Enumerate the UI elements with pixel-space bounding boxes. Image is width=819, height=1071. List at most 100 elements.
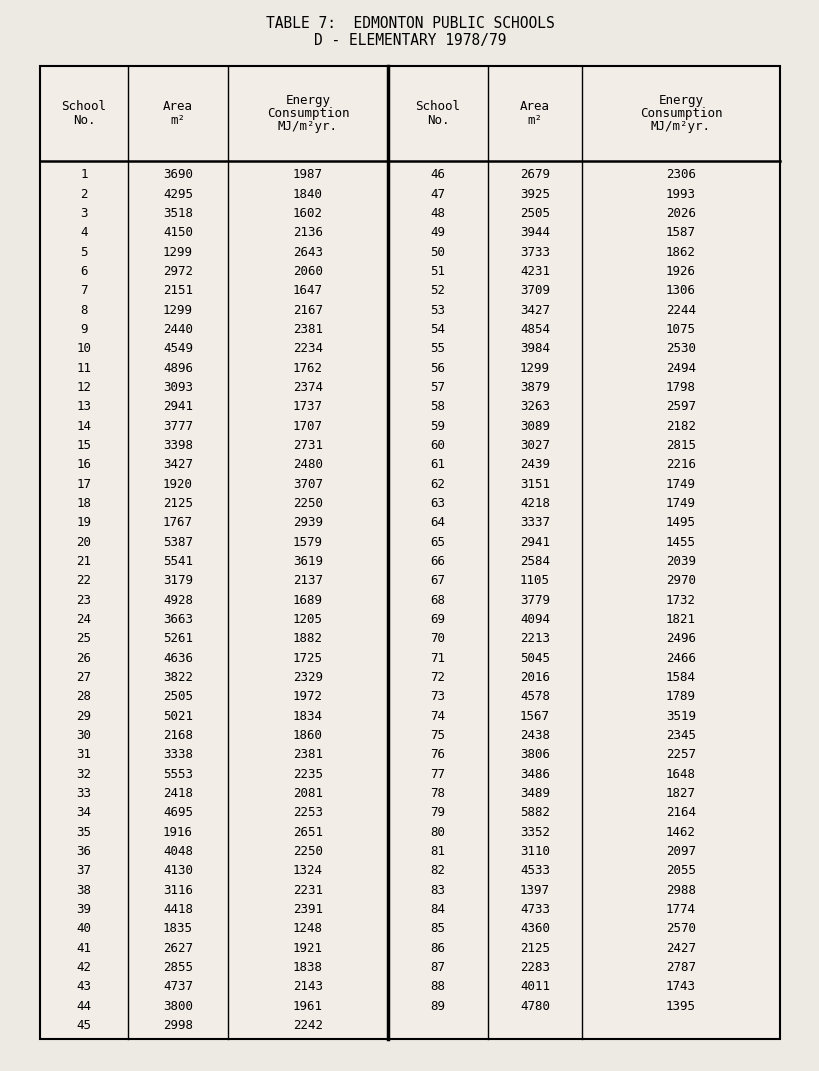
Text: 3879: 3879 [519, 381, 550, 394]
Text: 1921: 1921 [292, 941, 323, 954]
Text: 4011: 4011 [519, 980, 550, 993]
Text: Consumption: Consumption [266, 107, 349, 120]
Text: 27: 27 [76, 670, 92, 683]
Text: MJ/m²yr.: MJ/m²yr. [650, 120, 710, 133]
Text: 1916: 1916 [163, 826, 192, 839]
Text: 3338: 3338 [163, 749, 192, 761]
Text: 1299: 1299 [163, 245, 192, 258]
Text: 75: 75 [430, 729, 445, 742]
Text: 3110: 3110 [519, 845, 550, 858]
Text: 1882: 1882 [292, 632, 323, 645]
Text: 65: 65 [430, 536, 445, 548]
Text: 2039: 2039 [665, 555, 695, 568]
Text: 45: 45 [76, 1019, 92, 1031]
Text: 5387: 5387 [163, 536, 192, 548]
Text: 2939: 2939 [292, 516, 323, 529]
Text: 2231: 2231 [292, 884, 323, 896]
Text: 2242: 2242 [292, 1019, 323, 1031]
Text: 1584: 1584 [665, 670, 695, 683]
Text: 1835: 1835 [163, 922, 192, 935]
Text: 2016: 2016 [519, 670, 550, 683]
Text: 39: 39 [76, 903, 92, 916]
Text: 2494: 2494 [665, 362, 695, 375]
Text: 3984: 3984 [519, 342, 550, 356]
Text: 41: 41 [76, 941, 92, 954]
Text: 3: 3 [80, 207, 88, 220]
Text: 2787: 2787 [665, 961, 695, 974]
Text: 4048: 4048 [163, 845, 192, 858]
Text: 2597: 2597 [665, 401, 695, 413]
Text: 2164: 2164 [665, 806, 695, 819]
Text: 21: 21 [76, 555, 92, 568]
Text: 37: 37 [76, 864, 92, 877]
Text: 3352: 3352 [519, 826, 550, 839]
Text: 1602: 1602 [292, 207, 323, 220]
Text: 7: 7 [80, 284, 88, 297]
Text: 82: 82 [430, 864, 445, 877]
Text: 1789: 1789 [665, 690, 695, 704]
Text: 1767: 1767 [163, 516, 192, 529]
Text: 2136: 2136 [292, 226, 323, 239]
Text: 13: 13 [76, 401, 92, 413]
Text: Area: Area [519, 101, 550, 114]
Text: 1299: 1299 [519, 362, 550, 375]
Text: 1926: 1926 [665, 265, 695, 277]
Text: 23: 23 [76, 593, 92, 606]
Text: 2244: 2244 [665, 303, 695, 317]
Text: 3690: 3690 [163, 168, 192, 181]
Text: 1920: 1920 [163, 478, 192, 491]
Text: 2815: 2815 [665, 439, 695, 452]
Text: 84: 84 [430, 903, 445, 916]
Text: 56: 56 [430, 362, 445, 375]
Text: 2731: 2731 [292, 439, 323, 452]
Text: 1579: 1579 [292, 536, 323, 548]
Text: D - ELEMENTARY 1978/79: D - ELEMENTARY 1978/79 [314, 33, 505, 48]
Text: 2143: 2143 [292, 980, 323, 993]
Text: 1299: 1299 [163, 303, 192, 317]
Text: 2505: 2505 [519, 207, 550, 220]
Text: 74: 74 [430, 709, 445, 723]
Text: 87: 87 [430, 961, 445, 974]
Text: 2941: 2941 [519, 536, 550, 548]
Text: 2345: 2345 [665, 729, 695, 742]
Text: 1648: 1648 [665, 768, 695, 781]
Text: 1105: 1105 [519, 574, 550, 587]
Text: 1749: 1749 [665, 478, 695, 491]
Text: 1762: 1762 [292, 362, 323, 375]
Text: 2167: 2167 [292, 303, 323, 317]
Text: 3151: 3151 [519, 478, 550, 491]
Text: 1834: 1834 [292, 709, 323, 723]
Text: 15: 15 [76, 439, 92, 452]
Text: 17: 17 [76, 478, 92, 491]
Text: 2438: 2438 [519, 729, 550, 742]
Text: 43: 43 [76, 980, 92, 993]
Text: 12: 12 [76, 381, 92, 394]
Text: 3519: 3519 [665, 709, 695, 723]
Text: 4094: 4094 [519, 613, 550, 625]
Text: 1821: 1821 [665, 613, 695, 625]
Text: 1205: 1205 [292, 613, 323, 625]
Text: 2418: 2418 [163, 787, 192, 800]
Text: 2584: 2584 [519, 555, 550, 568]
Text: 2480: 2480 [292, 458, 323, 471]
Text: 4130: 4130 [163, 864, 192, 877]
Text: TABLE 7:  EDMONTON PUBLIC SCHOOLS: TABLE 7: EDMONTON PUBLIC SCHOOLS [265, 16, 554, 31]
Text: 3427: 3427 [163, 458, 192, 471]
Text: 2651: 2651 [292, 826, 323, 839]
Text: 47: 47 [430, 187, 445, 200]
Text: 5021: 5021 [163, 709, 192, 723]
Text: 44: 44 [76, 999, 92, 1012]
Text: 54: 54 [430, 322, 445, 336]
Text: 3944: 3944 [519, 226, 550, 239]
Text: 3663: 3663 [163, 613, 192, 625]
Text: 70: 70 [430, 632, 445, 645]
Text: 1840: 1840 [292, 187, 323, 200]
Text: Consumption: Consumption [639, 107, 722, 120]
Text: 63: 63 [430, 497, 445, 510]
Text: 2060: 2060 [292, 265, 323, 277]
Text: 2530: 2530 [665, 342, 695, 356]
Text: 3027: 3027 [519, 439, 550, 452]
Text: m²: m² [170, 114, 185, 126]
Text: 79: 79 [430, 806, 445, 819]
Text: 26: 26 [76, 651, 92, 664]
